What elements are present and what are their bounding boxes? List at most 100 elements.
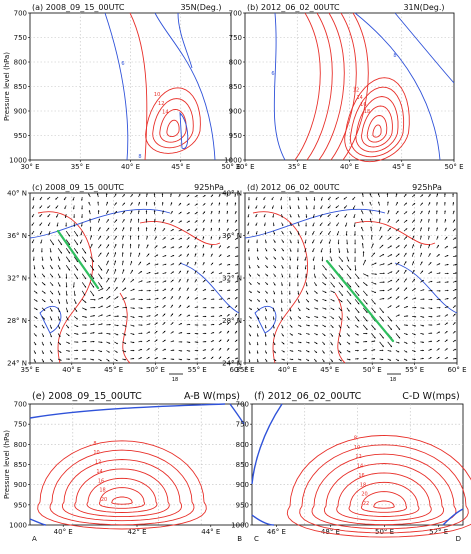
panel-d-ytick-label: 32° N (222, 275, 242, 283)
panel-f-xtick-label: 46° E (267, 528, 286, 536)
panel-e-xtick-label: 44° E (201, 528, 220, 536)
panel-a-ytick-label: 850 (14, 83, 27, 91)
panel-e-ytick-label: 1000 (9, 522, 27, 530)
panel-c-xtick-label: 35° E (20, 366, 39, 374)
panel-f-endpoint-end: D (456, 535, 461, 543)
panel-d-xtick-label: 60° E (447, 366, 466, 374)
panel-a-ytick-label: 900 (14, 108, 27, 116)
panel-e-contour-label: 10 (93, 450, 99, 456)
panel-f-contour-label: 20 (361, 492, 367, 498)
panel-e-ytick-label: 900 (14, 481, 27, 489)
panel-b-ytick-label: 850 (229, 83, 242, 91)
panel-c-ytick-label: 32° N (7, 275, 27, 283)
panel-e-ytick-label: 950 (14, 501, 27, 509)
panel-c-ytick-label: 28° N (7, 317, 27, 325)
panel-b-ytick-label: 800 (229, 59, 242, 67)
panel-a-ytick-label: 950 (14, 132, 27, 140)
panel-d-ytick-label: 28° N (222, 317, 242, 325)
panel-b-ytick-label: 750 (229, 34, 242, 42)
panel-a-title: (a) 2008_09_15_00UTC (32, 3, 125, 12)
panel-b-xtick-label: 40° E (340, 163, 359, 171)
panel-b-ytick-label: 950 (229, 132, 242, 140)
panel-d-xtick-label: 55° E (405, 366, 424, 374)
panel-f-contour-label: 22 (363, 501, 369, 507)
panel-b-ytick-label: 900 (229, 108, 242, 116)
panel-e-ytick-label: 850 (14, 461, 27, 469)
panel-d-xtick-label: 35° E (235, 366, 254, 374)
panel-f-title: (f) 2012_06_02_00UTC (254, 391, 362, 402)
panel-c-xtick-label: 55° E (188, 366, 207, 374)
panel-f-endpoint-start: C (254, 535, 259, 543)
panel-a-contour-label: 14 (162, 110, 168, 116)
panel-e-endpoint-start: A (32, 535, 37, 543)
panel-b-contour-label: 6 (271, 71, 274, 77)
panel-e-contour-label: 18 (99, 488, 105, 494)
panel-b-contour-label: 12 (353, 88, 359, 94)
panel-f-contour-label: 8 (354, 435, 357, 441)
panel-c-scale-label: 18 (172, 377, 178, 383)
panel-a-ytick-label: 700 (14, 10, 27, 18)
panel-e-contour-label: 20 (101, 497, 107, 503)
panel-f-ytick-label: 850 (236, 461, 249, 469)
panel-b-xtick-label: 50° E (444, 163, 463, 171)
panel-b-xtick-label: 45° E (392, 163, 411, 171)
panel-e-ylabel: Pressure level (hPa) (3, 430, 11, 499)
panel-d-ytick-label: 40° N (222, 190, 242, 198)
panel-d: (d) 2012_06_02_00UTC 925hPa 40° N 36° N 32° … (222, 183, 466, 383)
panel-a-contour-label: 6 (121, 61, 124, 67)
panel-d-ytick-label: 36° N (222, 232, 242, 240)
panel-e-ytick-label: 700 (14, 401, 27, 409)
panel-e-title: (e) 2008_09_15_00UTC (32, 391, 142, 402)
panel-b-xtick-label: 30° E (235, 163, 254, 171)
panel-f-ytick-label: 900 (236, 481, 249, 489)
panel-b-subtitle: 31N(Deg.) (403, 3, 444, 12)
panel-a-xtick-label: 30° E (20, 163, 39, 171)
panel-e-xtick-label: 40° E (54, 528, 73, 536)
panel-e-contour-label: 12 (95, 460, 101, 466)
panel-e-contour-label: 16 (98, 478, 104, 484)
panel-a-xtick-label: 40° E (121, 163, 140, 171)
panel-e-endpoint-end: B (237, 535, 242, 543)
panel-f-contour-label: 14 (357, 464, 363, 470)
panel-b-ytick-label: 700 (229, 10, 242, 18)
panel-f-ytick-label: 750 (236, 421, 249, 429)
panel-e-subtitle: A-B W(mps) (184, 391, 240, 402)
panel-c-ytick-label: 36° N (7, 232, 27, 240)
panel-c-xtick-label: 45° E (104, 366, 123, 374)
panel-a-contour-label: 8 (138, 154, 141, 160)
panel-e-contour-label: 8 (93, 441, 96, 447)
panel-a-xtick-label: 45° E (171, 163, 190, 171)
panel-f-contour-label: 10 (354, 445, 360, 451)
panel-a-ytick-label: 750 (14, 34, 27, 42)
panel-f-ytick-label: 800 (236, 441, 249, 449)
panel-d-subtitle: 925hPa (412, 183, 442, 192)
panel-c-ytick-label: 40° N (7, 190, 27, 198)
panel-a-ytick-label: 800 (14, 59, 27, 67)
panel-d-title: (d) 2012_06_02_00UTC (247, 183, 340, 192)
panel-a-contour-label: 10 (154, 92, 160, 98)
panel-d-xtick-label: 40° E (278, 366, 297, 374)
panel-d-scale-label: 18 (390, 377, 396, 383)
panel-e-contour-label: 14 (96, 469, 102, 475)
panel-c-xtick-label: 40° E (62, 366, 81, 374)
panel-e-ytick-label: 750 (14, 421, 27, 429)
panel-b-xtick-label: 35° E (288, 163, 307, 171)
panel-a-ylabel: Pressure level (hPa) (3, 52, 11, 121)
panel-c-frame (30, 193, 239, 363)
panel-d-xtick-label: 45° E (320, 366, 339, 374)
panel-f-contour-label: 18 (360, 482, 366, 488)
panel-a-xtick-label: 35° E (71, 163, 90, 171)
panel-f-subtitle: C-D W(mps) (402, 391, 459, 402)
panel-f-contour-label: 16 (358, 473, 364, 479)
panel-c-subtitle: 925hPa (194, 183, 224, 192)
panel-b-contour-label: 8 (393, 53, 396, 59)
panel-c-xtick-label: 50° E (146, 366, 165, 374)
panel-b-title: (b) 2012_06_02_00UTC (247, 3, 340, 12)
panel-d-xtick-label: 50° E (363, 366, 382, 374)
